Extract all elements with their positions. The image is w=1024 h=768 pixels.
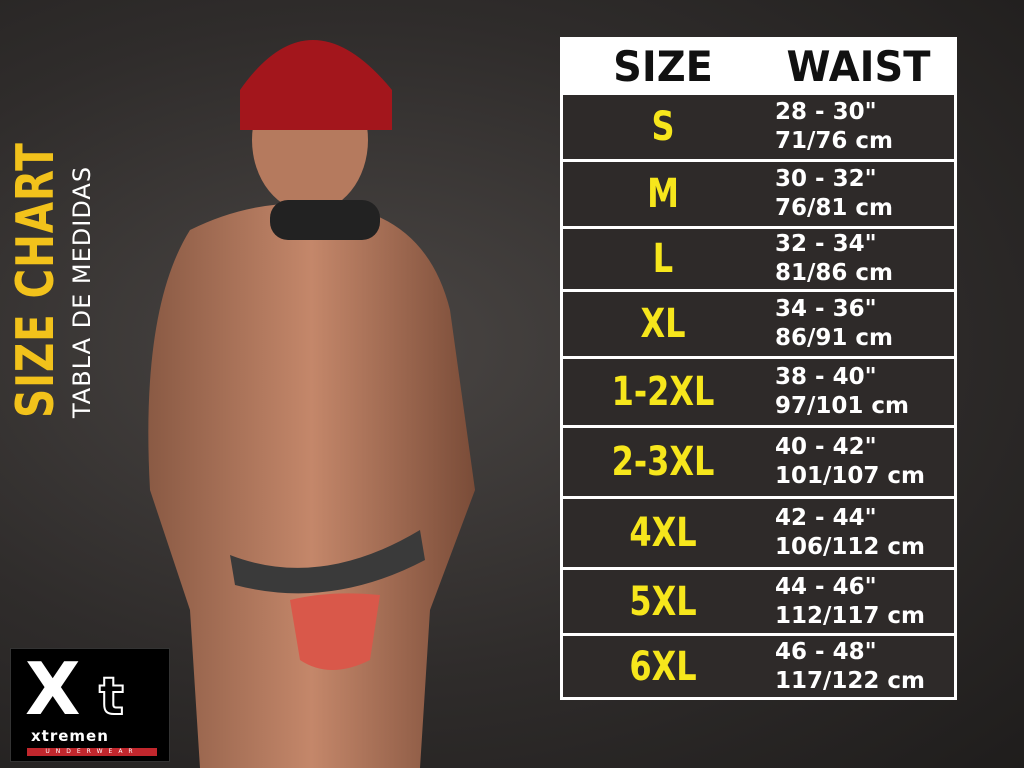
- waist-cm: 101/107 cm: [775, 463, 926, 489]
- waist-cell: 40 - 42" 101/107 cm: [763, 433, 954, 491]
- waist-cell: 30 - 32" 76/81 cm: [763, 165, 954, 223]
- waist-cm: 112/117 cm: [775, 602, 926, 629]
- waist-cm: 86/91 cm: [775, 325, 894, 351]
- table-row: 2-3XL 40 - 42" 101/107 cm: [563, 425, 954, 496]
- waist-cell: 28 - 30" 71/76 cm: [763, 98, 954, 156]
- title-main: SIZE CHART: [6, 142, 66, 418]
- waistband: [230, 530, 425, 594]
- table-row: XL 34 - 36" 86/91 cm: [563, 289, 954, 356]
- brand-logo: X t xtremen UNDERWEAR: [10, 648, 170, 762]
- logo-sub: UNDERWEAR: [27, 748, 157, 756]
- model-photo: [148, 40, 475, 768]
- waist-inches: 38 - 40": [775, 364, 877, 390]
- waist-cell: 32 - 34" 81/86 cm: [763, 230, 954, 288]
- size-cell: M: [647, 171, 679, 217]
- size-cell: S: [651, 104, 675, 150]
- waist-cell: 42 - 44" 106/112 cm: [763, 504, 954, 562]
- goggles: [270, 200, 380, 240]
- vertical-title: SIZE CHART TABLA DE MEDIDAS: [6, 65, 96, 418]
- size-cell: 1-2XL: [611, 369, 715, 415]
- table-row: 5XL 44 - 46" 112/117 cm: [563, 567, 954, 633]
- logo-brand: xtremen: [31, 727, 109, 745]
- size-cell: 5XL: [629, 578, 697, 625]
- waist-cm: 117/122 cm: [775, 667, 926, 694]
- size-table: SIZE WAIST S 28 - 30" 71/76 cm M 30 - 32" 7…: [560, 37, 957, 700]
- header-size: SIZE: [613, 41, 713, 91]
- waist-inches: 44 - 46": [775, 573, 877, 600]
- helmet: [240, 40, 392, 130]
- logo-mark-t: t: [98, 667, 125, 727]
- size-cell: 4XL: [629, 510, 697, 556]
- waist-cm: 71/76 cm: [775, 128, 894, 154]
- waist-inches: 32 - 34": [775, 231, 877, 257]
- table-row: L 32 - 34" 81/86 cm: [563, 226, 954, 289]
- size-cell: L: [652, 236, 674, 282]
- title-subtitle: TABLA DE MEDIDAS: [68, 165, 96, 418]
- waist-inches: 46 - 48": [775, 638, 877, 665]
- table-row: M 30 - 32" 76/81 cm: [563, 159, 954, 226]
- table-header: SIZE WAIST: [563, 40, 954, 92]
- waist-inches: 34 - 36": [775, 296, 877, 322]
- size-cell: XL: [640, 301, 686, 347]
- header-waist: WAIST: [786, 41, 931, 91]
- waist-cell: 38 - 40" 97/101 cm: [763, 363, 954, 421]
- table-row: 6XL 46 - 48" 117/122 cm: [563, 633, 954, 697]
- size-cell: 6XL: [629, 643, 697, 690]
- waist-cm: 106/112 cm: [775, 534, 926, 560]
- waist-cell: 44 - 46" 112/117 cm: [763, 573, 954, 631]
- waist-cell: 46 - 48" 117/122 cm: [763, 638, 954, 696]
- waist-cell: 34 - 36" 86/91 cm: [763, 295, 954, 353]
- waist-inches: 42 - 44": [775, 505, 877, 531]
- size-cell: 2-3XL: [611, 439, 715, 485]
- logo-mark-x: X: [25, 647, 81, 731]
- table-row: 1-2XL 38 - 40" 97/101 cm: [563, 356, 954, 425]
- table-row: 4XL 42 - 44" 106/112 cm: [563, 496, 954, 567]
- waist-cm: 81/86 cm: [775, 260, 894, 286]
- waist-inches: 28 - 30": [775, 99, 877, 125]
- waist-cm: 76/81 cm: [775, 195, 894, 221]
- waist-inches: 30 - 32": [775, 166, 877, 192]
- table-row: S 28 - 30" 71/76 cm: [563, 92, 954, 159]
- waist-inches: 40 - 42": [775, 434, 877, 460]
- waist-cm: 97/101 cm: [775, 393, 910, 419]
